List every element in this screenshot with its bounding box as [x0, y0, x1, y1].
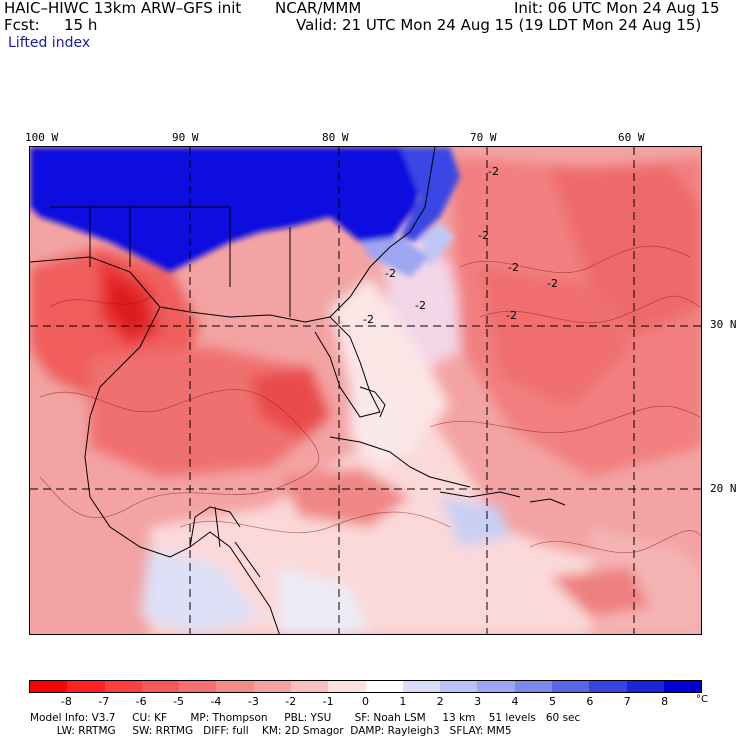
- contour-label: -2: [363, 313, 374, 326]
- color-legend-tick: 4: [511, 695, 519, 708]
- lon-label-100w: 100 W: [25, 131, 59, 144]
- map-canvas: -2 -2 -2 -2 -2 -2 -2 -2: [30, 147, 701, 634]
- lat-label-30n: 30 N: [710, 318, 737, 331]
- color-legend-tick: -8: [60, 695, 72, 708]
- color-legend-tick: 1: [399, 695, 407, 708]
- color-swatch: [141, 681, 180, 692]
- lon-label-70w: 70 W: [470, 131, 497, 144]
- lon-label-80w: 80 W: [322, 131, 349, 144]
- contour-label: -2: [415, 299, 426, 312]
- color-swatch: [179, 681, 217, 692]
- color-swatch: [589, 681, 627, 692]
- color-swatch: [626, 681, 664, 692]
- color-swatch: [328, 681, 366, 692]
- color-swatch: [104, 681, 142, 692]
- color-legend-tick: 8: [661, 695, 669, 708]
- lat-label-20n: 20 N: [710, 482, 737, 495]
- contour-label: -2: [508, 261, 519, 274]
- contour-label: -2: [385, 267, 396, 280]
- color-swatch: [253, 681, 291, 692]
- color-swatch: [365, 681, 403, 692]
- color-swatch: [67, 681, 105, 692]
- model-info-line1: Model Info: V3.7 CU: KF MP: Thompson PBL…: [30, 712, 581, 724]
- forecast-hour: 15 h: [64, 16, 98, 34]
- color-legend-tick: -4: [210, 695, 222, 708]
- model-title: HAIC–HIWC 13km ARW–GFS init: [4, 0, 242, 17]
- contour-label: -2: [547, 277, 558, 290]
- color-legend-tick: 0: [362, 695, 369, 708]
- contour-label: -2: [506, 309, 517, 322]
- color-legend-tick: -2: [285, 695, 297, 708]
- color-swatch: [30, 681, 68, 692]
- color-legend-tick: -3: [247, 695, 259, 708]
- init-time: Init: 06 UTC Mon 24 Aug 15: [514, 0, 720, 17]
- unit-label: °C: [696, 694, 708, 705]
- contour-label: -2: [488, 165, 499, 178]
- color-legend-tick: -5: [173, 695, 185, 708]
- contour-lines: [39, 245, 701, 554]
- field-shading: [30, 157, 701, 634]
- color-legend-tick: 6: [586, 695, 594, 708]
- org-label: NCAR/MMM: [275, 0, 362, 17]
- color-swatch: [290, 681, 329, 692]
- color-legend-tick: -6: [135, 695, 147, 708]
- lifted-index-map[interactable]: -2 -2 -2 -2 -2 -2 -2 -2: [29, 146, 702, 635]
- color-swatch: [440, 681, 478, 692]
- color-swatch: [477, 681, 515, 692]
- color-legend-tick: 7: [623, 695, 631, 708]
- color-legend-tick: -7: [98, 695, 110, 708]
- coastlines: [30, 147, 566, 634]
- model-info-line2: LW: RRTMG SW: RRTMG DIFF: full KM: 2D Sm…: [30, 725, 512, 737]
- forecast-label: Fcst:: [4, 16, 40, 34]
- color-swatch: [551, 681, 590, 692]
- color-legend-tick: 5: [548, 695, 556, 708]
- contour-label: -2: [478, 229, 489, 242]
- color-swatch: [216, 681, 254, 692]
- lon-label-60w: 60 W: [618, 131, 645, 144]
- color-legend-tick: -1: [322, 695, 334, 708]
- field-name: Lifted index: [8, 35, 91, 51]
- color-legend: [29, 680, 702, 693]
- color-swatch: [514, 681, 552, 692]
- contour-labels: -2 -2 -2 -2 -2 -2 -2 -2: [363, 165, 558, 326]
- color-legend-tick: 3: [474, 695, 482, 708]
- color-legend-tick: 2: [436, 695, 444, 708]
- graticule: [30, 147, 701, 634]
- color-swatch: [402, 681, 441, 692]
- lon-label-90w: 90 W: [172, 131, 199, 144]
- color-swatch: [663, 681, 702, 692]
- valid-time: Valid: 21 UTC Mon 24 Aug 15 (19 LDT Mon …: [296, 16, 702, 34]
